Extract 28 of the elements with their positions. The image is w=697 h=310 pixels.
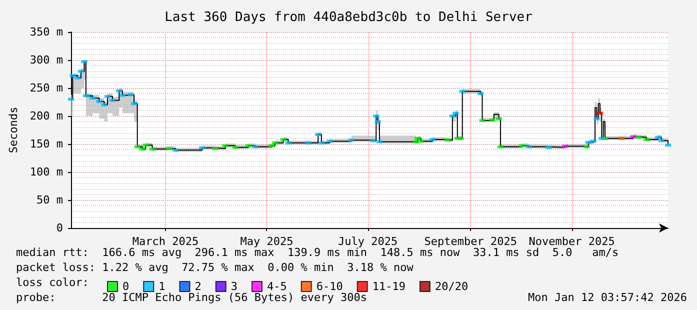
- y-tick-label: 100 m: [30, 166, 64, 178]
- y-axis-title: Seconds: [7, 106, 20, 154]
- legend-label: 1: [158, 280, 166, 293]
- legend-label: 3: [230, 280, 238, 293]
- x-tick-label: November 2025: [528, 235, 615, 248]
- y-tick-label: 300 m: [30, 54, 64, 66]
- legend-label: 0: [122, 280, 130, 293]
- x-tick-label: July 2025: [338, 235, 398, 248]
- y-tick-label: 150 m: [30, 138, 64, 150]
- legend-label: 6-10: [316, 280, 343, 293]
- text: probe: 20 ICMP Echo Pings (56 Bytes) every 300s: [16, 291, 367, 304]
- legend-label: 20/20: [434, 280, 468, 293]
- legend-label: 2: [194, 280, 202, 293]
- x-tick-label: May 2025: [240, 235, 294, 248]
- y-tick-label: 200 m: [30, 110, 64, 122]
- legend-title: loss color:: [16, 276, 89, 289]
- y-tick-label: 0: [56, 222, 64, 234]
- text: median rtt: 166.6 ms avg 296.1 ms max 139.9 ms min 148.5 ms now 33.1 ms sd 5.0 am/s: [16, 246, 619, 259]
- chart-title: Last 360 Days from 440a8ebd3c0b to Delhi Server: [164, 10, 533, 25]
- text: packet loss: 1.22 % avg 72.75 % max 0.00 % min 3.18 % now: [16, 261, 414, 274]
- legend-label: 4-5: [266, 280, 287, 293]
- x-tick-label: March 2025: [132, 235, 199, 248]
- x-tick-label: September 2025: [424, 235, 518, 248]
- legend-label: 11-19: [372, 280, 406, 293]
- y-tick-label: 350 m: [30, 26, 64, 38]
- y-tick-label: 250 m: [30, 82, 64, 94]
- y-tick-label: 50 m: [36, 194, 64, 206]
- text: Mon Jan 12 03:57:42 2026: [528, 291, 688, 304]
